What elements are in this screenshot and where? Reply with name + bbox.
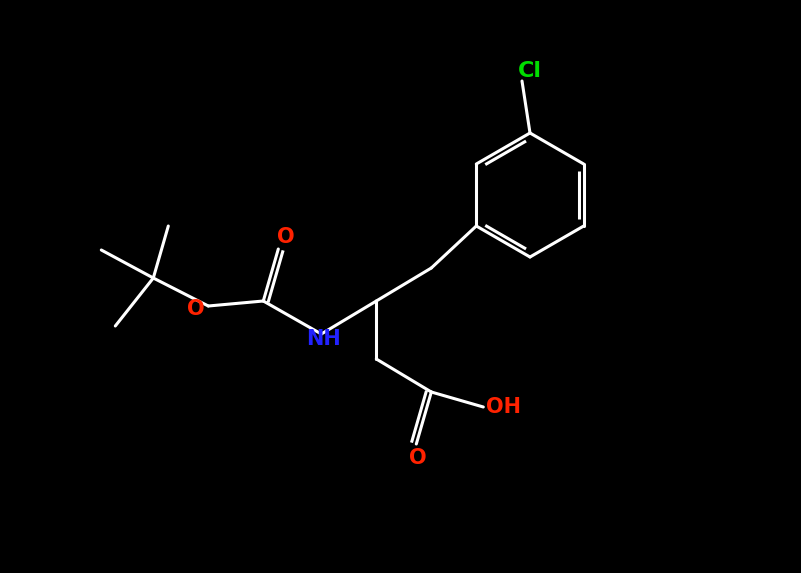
Text: OH: OH xyxy=(485,397,521,417)
Text: Cl: Cl xyxy=(518,61,542,81)
Text: O: O xyxy=(409,448,427,468)
Text: O: O xyxy=(277,227,295,247)
Text: NH: NH xyxy=(306,329,340,349)
Text: O: O xyxy=(187,299,205,319)
